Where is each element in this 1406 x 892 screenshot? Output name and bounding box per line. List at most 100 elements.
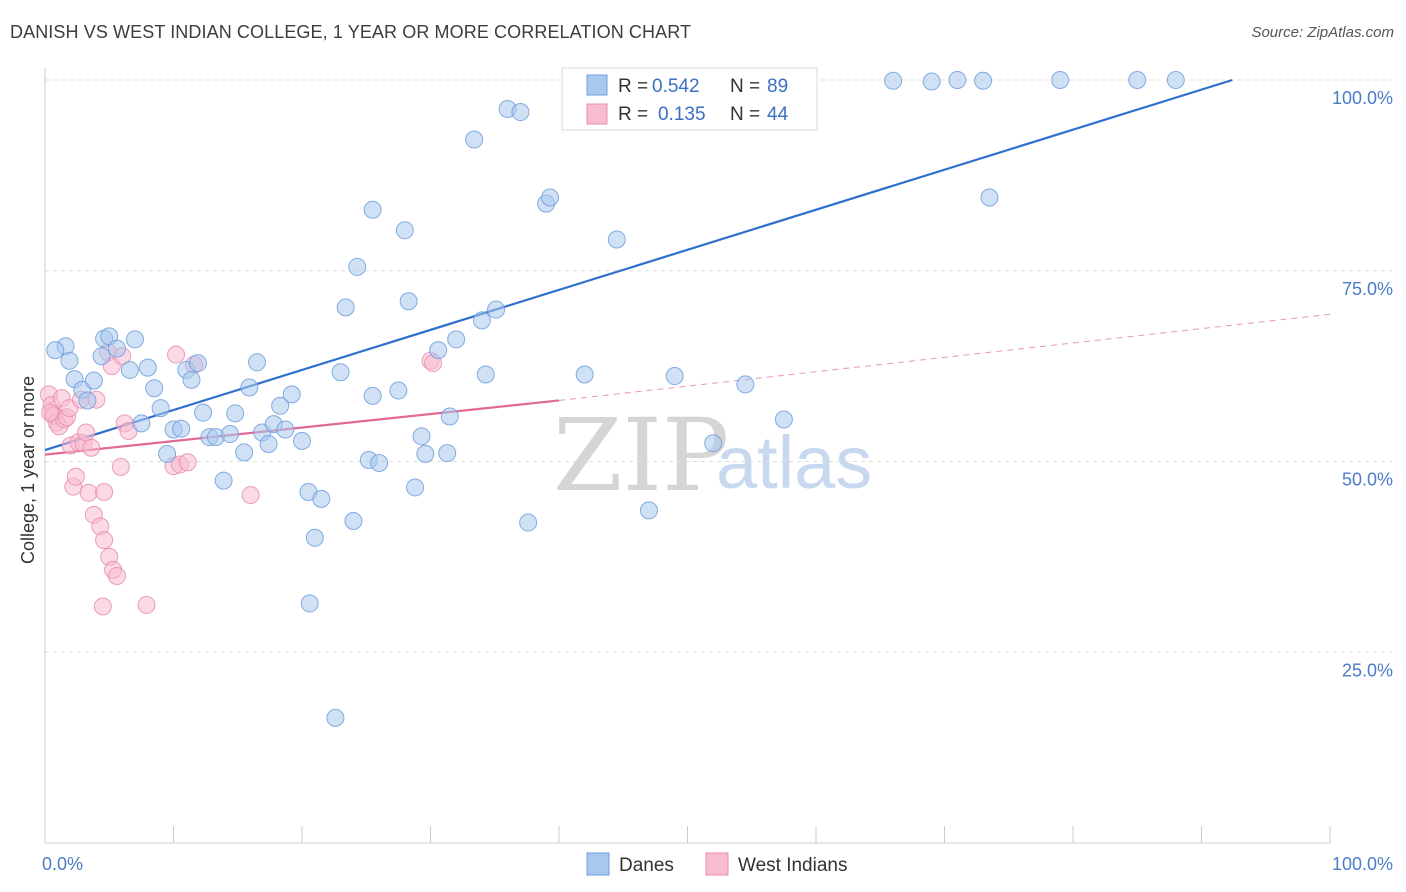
danes-point <box>344 512 363 531</box>
danes-point <box>440 407 459 426</box>
danes-point <box>884 71 903 90</box>
danes-point <box>395 221 414 240</box>
legend-r-label-west-indians: R = <box>618 104 648 125</box>
danes-point <box>248 353 267 372</box>
danes-point <box>293 431 311 450</box>
danes-point <box>447 330 466 349</box>
danes-point <box>974 71 993 90</box>
danes-point <box>331 363 350 382</box>
gridlines <box>45 79 1392 653</box>
danes-point <box>158 444 177 463</box>
danes-point <box>138 358 157 377</box>
danes-point <box>363 386 382 405</box>
danes-point <box>476 365 495 384</box>
danes-point <box>465 130 484 149</box>
danes-point <box>1051 71 1070 89</box>
danes-point <box>416 444 435 463</box>
danes-point <box>226 404 245 423</box>
danes-point <box>639 501 658 520</box>
y-tick-label: 100.0% <box>1332 88 1393 108</box>
danes-point <box>389 381 408 400</box>
danes-point <box>429 341 448 360</box>
danes-point <box>922 72 941 91</box>
danes-point <box>194 403 213 422</box>
west-indians-point <box>95 483 114 502</box>
danes-point <box>519 513 538 532</box>
legend-r-label-danes: R = <box>618 76 648 97</box>
danes-point <box>282 385 301 404</box>
x-tick-label: 0.0% <box>42 854 83 874</box>
y-axis-label: College, 1 year or more <box>18 376 38 564</box>
danes-point <box>312 489 331 508</box>
danes-point <box>132 414 151 433</box>
watermark-atlas: atlas <box>716 421 872 504</box>
west-indians-point <box>82 438 101 457</box>
y-tick-labels: 25.0% 50.0% 75.0% 100.0% <box>1332 88 1393 680</box>
west-indians-point <box>41 403 60 422</box>
danes-point <box>125 330 144 349</box>
series-legend-label-danes: Danes <box>619 855 674 876</box>
legend-swatch-west-indians <box>586 103 608 125</box>
danes-point <box>704 434 723 453</box>
danes-point <box>1128 71 1147 89</box>
danes-point <box>348 257 367 276</box>
legend-r-value-danes: 0.542 <box>652 76 700 97</box>
west-indians-point <box>93 597 112 616</box>
series-legend-label-west-indians: West Indians <box>738 855 847 876</box>
danes-point <box>399 292 418 311</box>
danes-point <box>511 103 530 122</box>
series-legend-swatch-danes <box>586 852 610 876</box>
danes-point <box>172 419 191 438</box>
x-tick-label: 100.0% <box>1332 854 1393 874</box>
danes-point <box>305 528 324 547</box>
danes-point <box>487 300 506 319</box>
danes-point <box>541 188 560 207</box>
west-indians-point <box>167 345 186 364</box>
danes-point <box>336 298 355 317</box>
west-indians-point <box>137 595 156 614</box>
chart-title: DANISH VS WEST INDIAN COLLEGE, 1 YEAR OR… <box>10 22 692 42</box>
x-tick-labels: 0.0% 100.0% <box>42 854 1393 874</box>
west-indians-point <box>178 453 197 472</box>
west-indians-point <box>241 486 260 505</box>
legend-n-label-west-indians: N = <box>730 104 760 125</box>
west-indians-point <box>95 531 114 550</box>
legend-n-label-danes: N = <box>730 76 760 97</box>
danes-point <box>736 375 755 394</box>
danes-point <box>412 427 431 446</box>
west-indians-trend-extension <box>558 313 1331 401</box>
danes-point <box>1166 71 1185 89</box>
danes-point <box>326 708 345 727</box>
danes-point <box>92 347 111 366</box>
danes-point <box>214 471 233 490</box>
danes-point <box>84 371 103 390</box>
west-indians-point <box>107 566 126 585</box>
danes-point <box>406 478 425 497</box>
danes-point <box>271 396 290 415</box>
legend-n-value-danes: 89 <box>767 76 788 97</box>
danes-point <box>276 420 295 439</box>
danes-point <box>235 443 254 462</box>
west-indians-point <box>66 467 85 486</box>
danes-point <box>145 379 164 398</box>
danes-point <box>60 351 79 370</box>
west-indians-trend-line <box>44 399 560 456</box>
danes-point <box>363 200 382 219</box>
danes-point <box>575 365 594 384</box>
west-indians-point <box>111 457 130 476</box>
danes-point <box>438 444 457 463</box>
legend-n-value-west-indians: 44 <box>767 104 789 125</box>
legend-swatch-danes <box>586 74 608 96</box>
axes <box>44 68 1331 844</box>
danes-point <box>300 594 319 613</box>
danes-point <box>151 399 170 418</box>
danes-point <box>665 367 684 386</box>
danes-point <box>240 378 259 397</box>
correlation-legend: R = 0.542 N = 89 R = 0.135 N = 44 <box>561 67 818 131</box>
danes-point <box>472 311 491 330</box>
danes-point <box>107 339 126 358</box>
danes-point <box>607 230 626 249</box>
y-tick-label: 50.0% <box>1342 470 1393 490</box>
danes-point <box>259 434 278 453</box>
